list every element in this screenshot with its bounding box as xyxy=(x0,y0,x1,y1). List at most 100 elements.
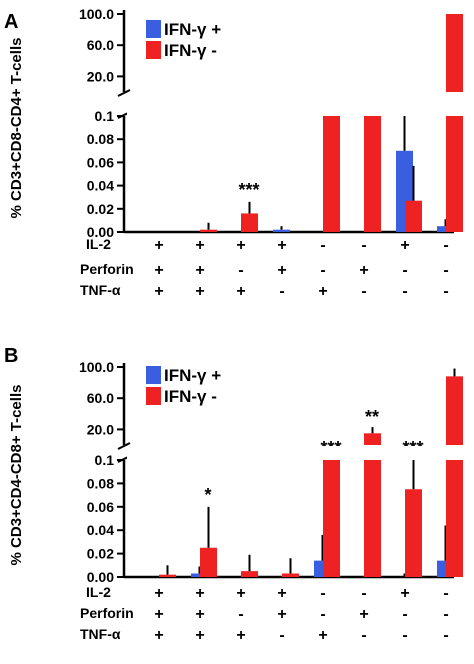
y-tick-label: 0.06 xyxy=(87,154,114,170)
panel-letter-b: B xyxy=(4,345,18,367)
condition-row-label: TNF-α xyxy=(80,626,121,642)
condition-row-label: IL-2 xyxy=(86,236,111,252)
condition-symbol: + xyxy=(154,262,163,279)
condition-symbol: - xyxy=(279,283,284,300)
condition-symbol: - xyxy=(402,262,407,279)
condition-symbol: + xyxy=(154,585,163,602)
bar xyxy=(241,213,258,232)
condition-symbol: + xyxy=(236,585,245,602)
bar xyxy=(364,433,381,445)
y-tick-label: 20.0 xyxy=(87,421,114,437)
condition-symbol: + xyxy=(277,606,286,623)
y-tick-label: 0.04 xyxy=(87,178,114,194)
condition-symbol: + xyxy=(400,237,409,254)
condition-symbol: - xyxy=(361,585,366,602)
condition-symbol: + xyxy=(195,262,204,279)
bar xyxy=(241,571,258,577)
y-tick-label: 60.0 xyxy=(87,390,114,406)
condition-symbol: - xyxy=(238,262,243,279)
condition-symbol: + xyxy=(195,283,204,300)
axis-break-gap xyxy=(127,446,457,459)
bar xyxy=(364,116,381,232)
y-axis-label: % CD3+CD4-CD8+ T-cells xyxy=(8,385,25,566)
y-tick-label: 100.0 xyxy=(79,359,114,375)
y-tick-label: 0.04 xyxy=(87,522,114,538)
bar xyxy=(323,460,340,577)
condition-symbol: - xyxy=(443,606,448,623)
y-tick-label: 0.02 xyxy=(87,201,114,217)
y-tick-label: 100.0 xyxy=(79,6,114,22)
condition-row-label: TNF-α xyxy=(80,282,121,298)
condition-symbol: + xyxy=(154,283,163,300)
condition-symbol: + xyxy=(318,283,327,300)
condition-symbol: + xyxy=(236,237,245,254)
bar xyxy=(282,573,299,577)
condition-symbol: + xyxy=(195,627,204,644)
condition-symbol: - xyxy=(320,606,325,623)
condition-symbol: + xyxy=(359,262,368,279)
legend-swatch xyxy=(146,41,161,59)
panel-letter-a: A xyxy=(4,11,18,33)
condition-symbol: + xyxy=(154,237,163,254)
bar xyxy=(200,229,217,232)
condition-symbol: + xyxy=(195,606,204,623)
condition-symbol: + xyxy=(277,262,286,279)
condition-symbol: - xyxy=(279,627,284,644)
y-tick-label: 0.06 xyxy=(87,499,114,515)
bar xyxy=(446,14,463,92)
legend-swatch xyxy=(146,366,161,384)
y-tick-label: 20.0 xyxy=(87,68,114,84)
bar xyxy=(323,116,340,232)
condition-symbol: - xyxy=(320,585,325,602)
condition-symbol: - xyxy=(402,627,407,644)
condition-symbol: + xyxy=(318,627,327,644)
y-tick-label: 0.08 xyxy=(87,131,114,147)
legend-label: IFN-γ - xyxy=(164,387,217,406)
legend-label: IFN-γ + xyxy=(164,366,221,385)
condition-symbol: - xyxy=(361,237,366,254)
condition-symbol: + xyxy=(236,627,245,644)
y-tick-label: 0.08 xyxy=(87,475,114,491)
condition-symbol: + xyxy=(195,585,204,602)
condition-symbol: - xyxy=(238,606,243,623)
y-tick-label: 0.00 xyxy=(87,224,114,240)
condition-symbol: - xyxy=(402,606,407,623)
y-tick-label: 0.02 xyxy=(87,546,114,562)
bar xyxy=(437,226,454,232)
condition-symbol: - xyxy=(320,237,325,254)
condition-symbol: - xyxy=(443,627,448,644)
condition-symbol: + xyxy=(277,585,286,602)
legend-label: IFN-γ - xyxy=(164,41,217,60)
condition-symbol: + xyxy=(154,606,163,623)
condition-symbol: - xyxy=(443,237,448,254)
bar xyxy=(405,200,422,232)
condition-row-label: Perforin xyxy=(80,261,134,277)
significance-marker: *** xyxy=(238,180,259,200)
y-tick-label: 0.00 xyxy=(87,569,114,585)
bar xyxy=(364,460,381,577)
condition-row-label: Perforin xyxy=(80,605,134,621)
condition-symbol: + xyxy=(359,606,368,623)
y-tick-label: 0.1 xyxy=(95,108,115,124)
condition-symbol: + xyxy=(236,283,245,300)
condition-symbol: + xyxy=(277,237,286,254)
bar xyxy=(200,547,217,577)
axis-break-gap xyxy=(127,93,457,115)
condition-symbol: - xyxy=(443,283,448,300)
y-tick-label: 0.1 xyxy=(95,452,115,468)
bar xyxy=(159,574,176,577)
legend-label: IFN-γ + xyxy=(164,20,221,39)
condition-symbol: + xyxy=(400,585,409,602)
condition-symbol: - xyxy=(443,262,448,279)
condition-symbol: + xyxy=(195,237,204,254)
bar xyxy=(446,376,463,445)
axis-break-mark xyxy=(117,89,131,97)
bar xyxy=(446,460,463,577)
condition-symbol: - xyxy=(361,283,366,300)
bar xyxy=(446,116,463,232)
condition-symbol: + xyxy=(154,627,163,644)
condition-symbol: - xyxy=(361,627,366,644)
significance-marker: * xyxy=(204,485,211,505)
significance-marker: ** xyxy=(365,407,379,427)
